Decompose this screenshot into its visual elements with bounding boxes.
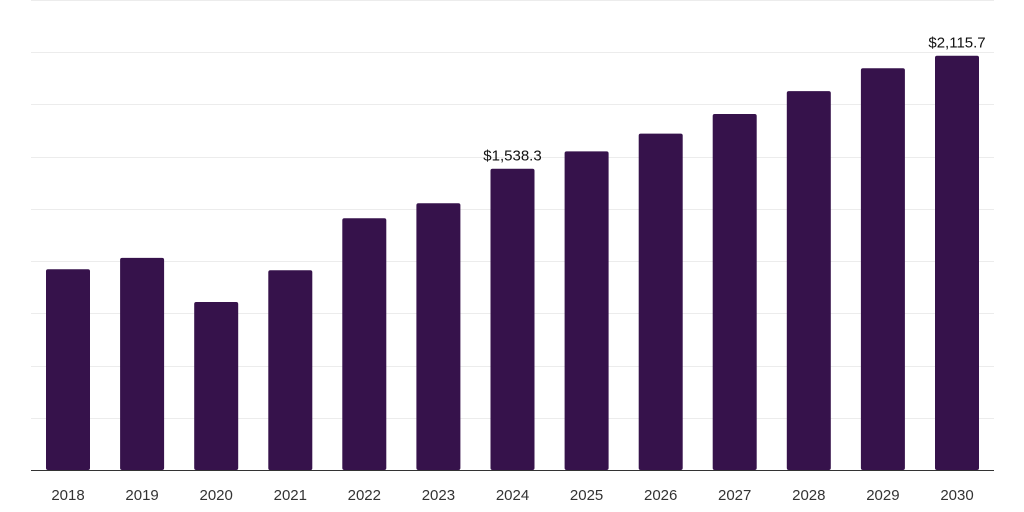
x-tick-label: 2028 bbox=[792, 487, 825, 504]
bar-2020 bbox=[194, 302, 239, 470]
x-tick-label: 2021 bbox=[274, 487, 307, 504]
x-tick-label: 2026 bbox=[644, 487, 677, 504]
x-tick-label: 2024 bbox=[496, 487, 529, 504]
bar-2023 bbox=[416, 203, 461, 471]
data-labels: $1,538.3 $2,115.7 bbox=[483, 35, 985, 165]
x-tick-label: 2018 bbox=[51, 487, 84, 504]
bar-2029 bbox=[860, 68, 905, 470]
x-tick-labels: 2018 2019 2020 2021 2022 2023 2024 2025 2026 2027… bbox=[51, 487, 973, 504]
x-tick-label: 2022 bbox=[348, 487, 381, 504]
x-tick-label: 2030 bbox=[940, 487, 973, 504]
x-tick-label: 2019 bbox=[125, 487, 158, 504]
x-tick-label: 2023 bbox=[422, 487, 455, 504]
bar-2030 bbox=[935, 55, 979, 470]
bar-2026 bbox=[638, 133, 683, 470]
x-tick-label: 2025 bbox=[570, 487, 603, 504]
bar-2022 bbox=[342, 218, 387, 470]
bar-2019 bbox=[120, 257, 165, 470]
data-label: $2,115.7 bbox=[928, 35, 985, 52]
bar-2018 bbox=[46, 269, 90, 470]
bar-2027 bbox=[712, 114, 757, 470]
x-tick-label: 2029 bbox=[866, 487, 899, 504]
bar-2025 bbox=[564, 151, 609, 470]
bars bbox=[46, 55, 979, 471]
x-tick-label: 2020 bbox=[200, 487, 233, 504]
bar-2028 bbox=[786, 91, 831, 470]
x-tick-label: 2027 bbox=[718, 487, 751, 504]
bar-2021 bbox=[268, 270, 313, 471]
bar-2024 bbox=[490, 168, 535, 470]
data-label: $1,538.3 bbox=[483, 148, 541, 165]
